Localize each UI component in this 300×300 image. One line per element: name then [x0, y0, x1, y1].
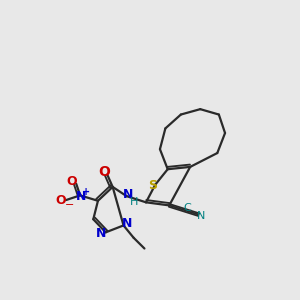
Text: −: − [64, 200, 74, 210]
Text: O: O [56, 194, 66, 207]
Text: S: S [148, 179, 158, 192]
Text: N: N [123, 188, 134, 201]
Text: C: C [183, 203, 191, 213]
Text: +: + [82, 187, 90, 196]
Text: N: N [197, 211, 205, 221]
Text: O: O [98, 165, 110, 179]
Text: H: H [129, 197, 138, 207]
Text: N: N [76, 190, 86, 203]
Text: O: O [66, 175, 77, 188]
Text: N: N [122, 217, 133, 230]
Text: N: N [96, 227, 106, 240]
